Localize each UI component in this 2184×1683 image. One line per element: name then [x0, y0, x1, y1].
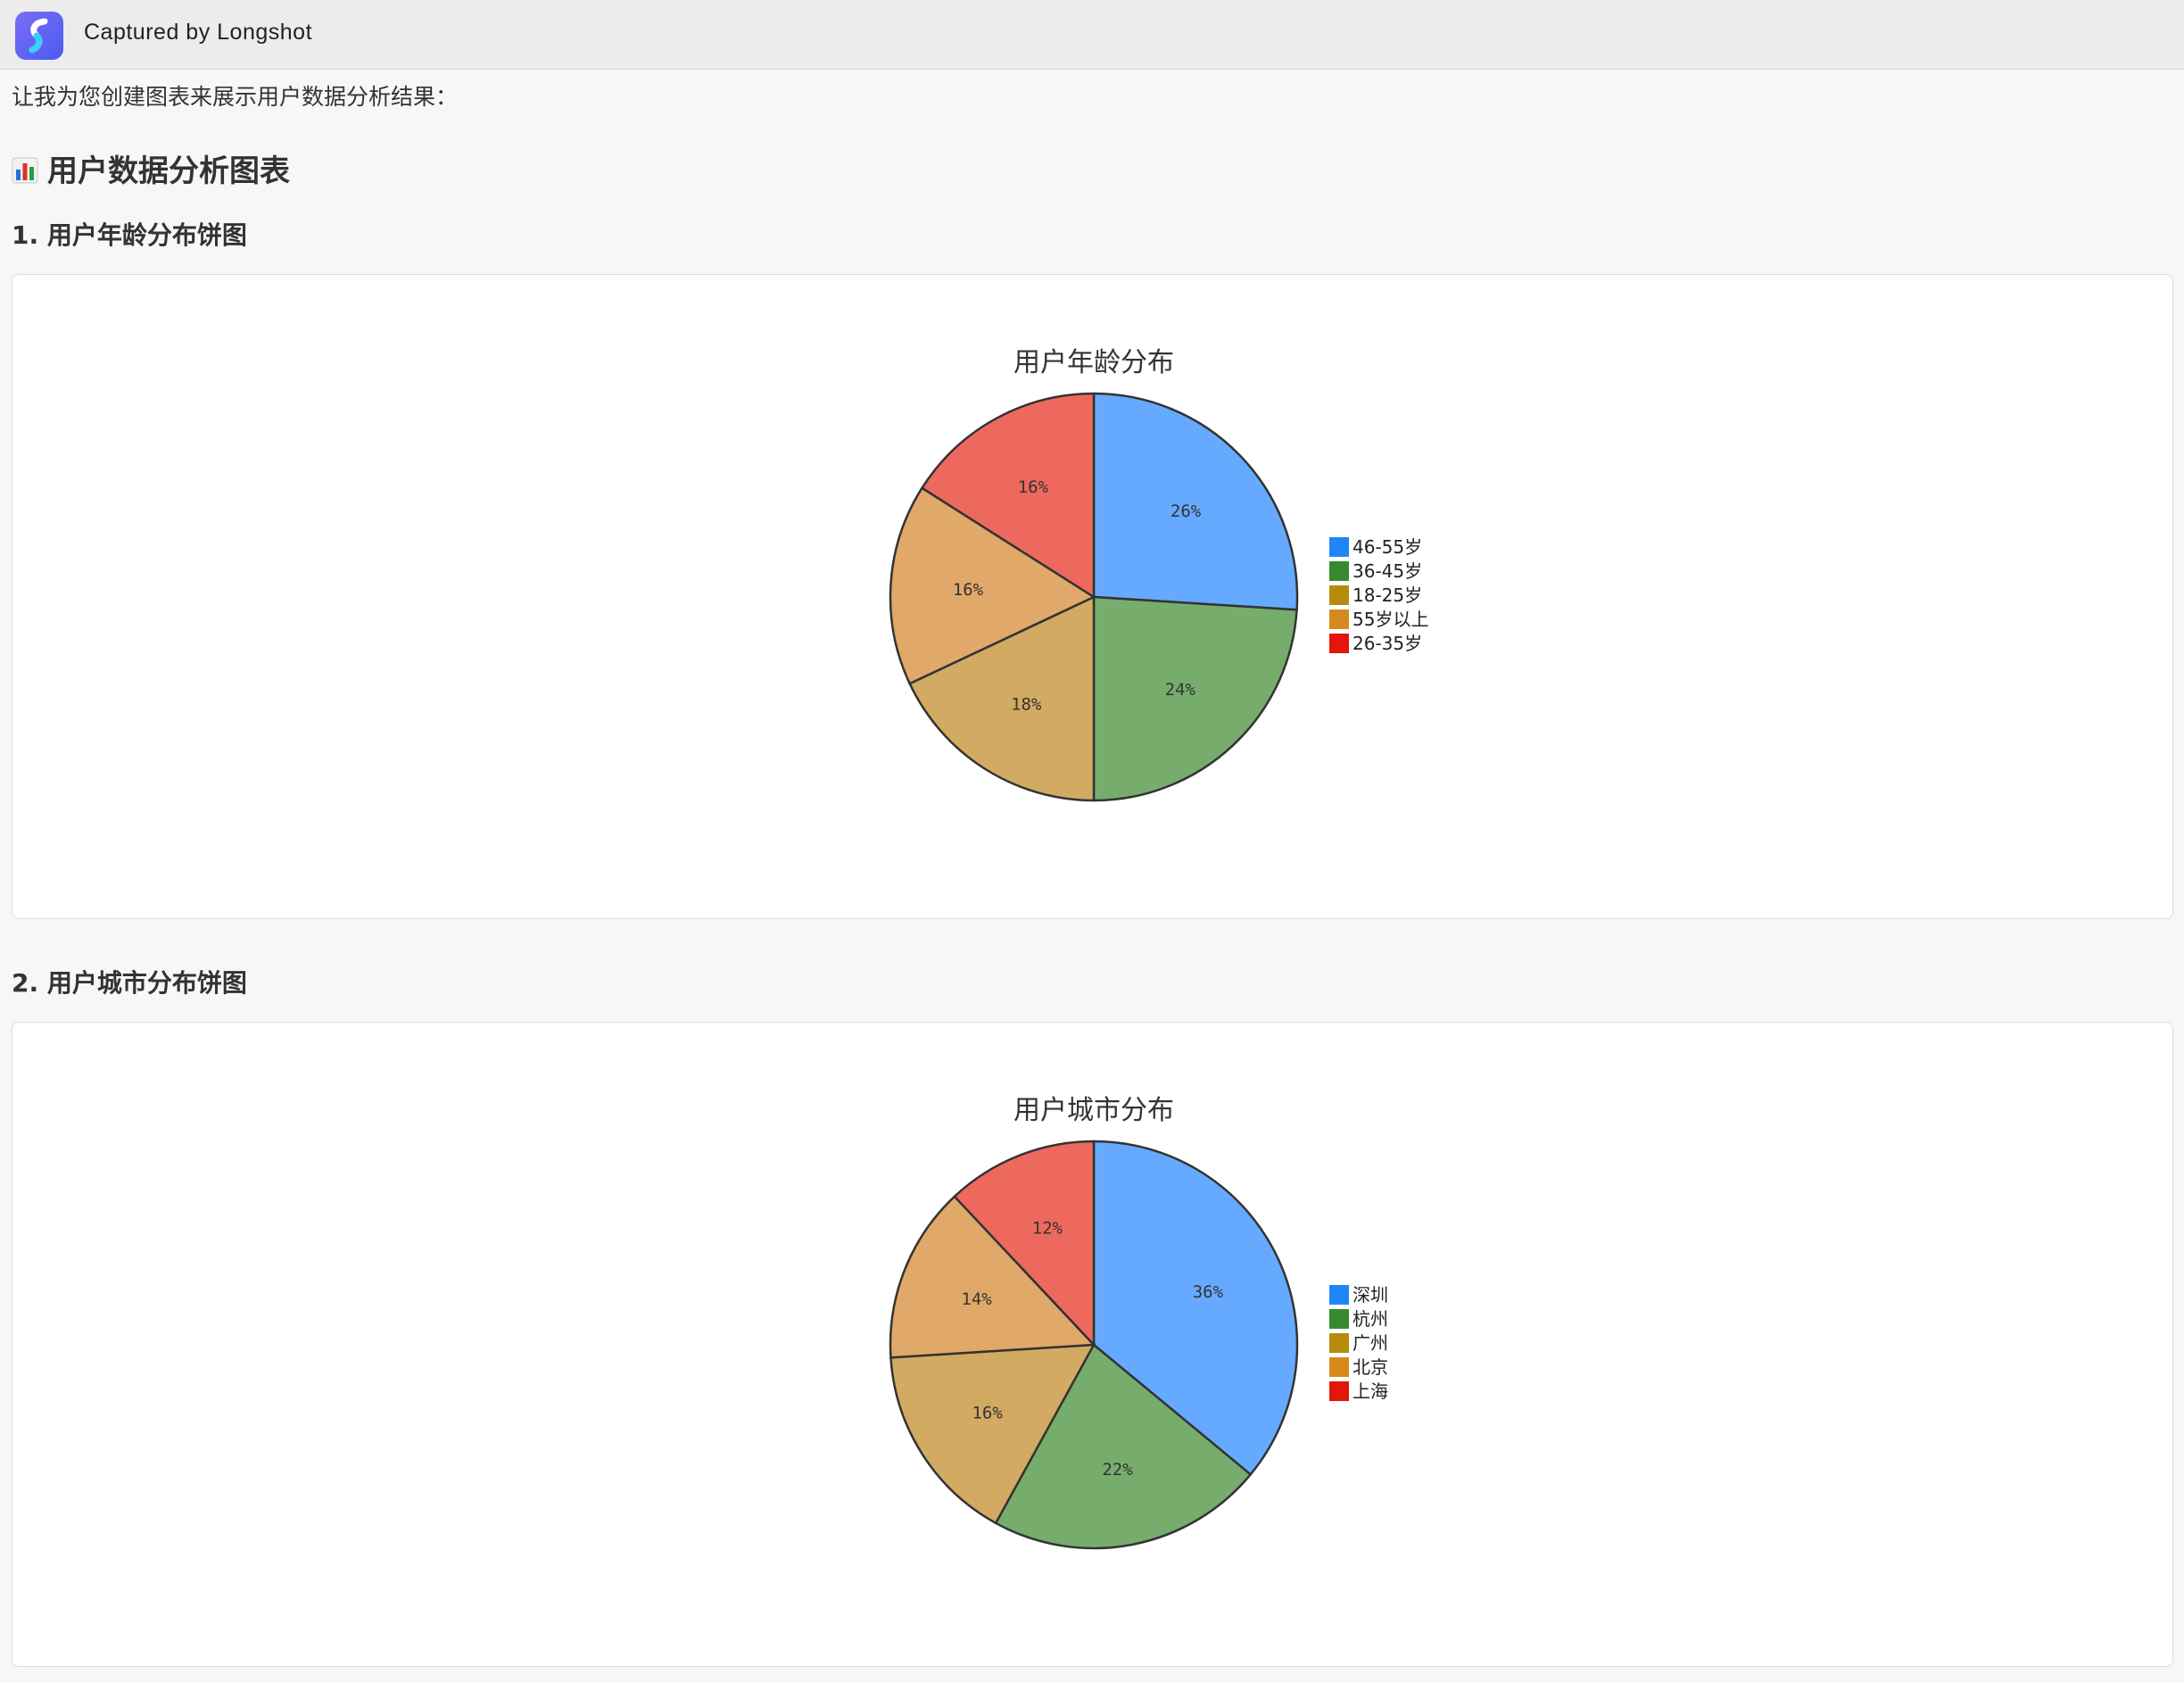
- pie-slice-1: [1092, 1140, 1299, 1477]
- slice-label: 36%: [1193, 1282, 1224, 1302]
- legend-label: 55岁以上: [1353, 609, 1428, 630]
- longshot-app-icon: [15, 12, 63, 60]
- legend-swatch: [1329, 634, 1349, 653]
- page-heading: 用户数据分析图表: [12, 146, 290, 190]
- slice-label: 12%: [1032, 1219, 1063, 1239]
- pie-slice-5: [953, 1140, 1096, 1348]
- legend-swatch: [1329, 609, 1349, 629]
- legend-label: 26-35岁: [1353, 633, 1422, 654]
- window-title: Captured by Longshot: [84, 20, 313, 45]
- slice-label: 26%: [1171, 502, 1202, 521]
- legend-label: 46-55岁: [1353, 536, 1422, 558]
- chart-title: 用户年龄分布: [1013, 347, 1174, 378]
- legend-label: 上海: [1353, 1380, 1388, 1402]
- slice-label: 16%: [953, 580, 984, 600]
- legend-label: 深圳: [1353, 1284, 1388, 1306]
- pie-slice-4: [889, 1195, 1096, 1359]
- legend-swatch: [1329, 1309, 1349, 1329]
- legend-swatch: [1329, 1333, 1349, 1353]
- pie-slice-1: [1092, 392, 1299, 611]
- legend-label: 北京: [1353, 1356, 1388, 1378]
- intro-text: 让我为您创建图表来展示用户数据分析结果：: [12, 84, 459, 110]
- legend-label: 36-45岁: [1353, 560, 1422, 582]
- pie-slice-3: [889, 1343, 1096, 1525]
- legend-swatch: [1329, 1285, 1349, 1305]
- slice-label: 14%: [961, 1289, 992, 1309]
- chart-title: 用户城市分布: [1013, 1095, 1174, 1126]
- legend-swatch: [1329, 1357, 1349, 1377]
- slice-label: 18%: [1011, 694, 1042, 714]
- slice-label: 24%: [1165, 680, 1196, 700]
- slice-label: 22%: [1102, 1460, 1133, 1480]
- pie-slice-2: [1092, 595, 1298, 802]
- legend-label: 广州: [1353, 1332, 1388, 1354]
- legend-swatch: [1329, 585, 1349, 605]
- legend-swatch: [1329, 561, 1349, 581]
- pie-slice-4: [889, 486, 1096, 685]
- bar-chart-icon: [12, 156, 38, 183]
- section-title-city: 2. 用户城市分布饼图: [12, 968, 247, 998]
- pie-slice-2: [994, 1343, 1253, 1550]
- legend-swatch: [1329, 1381, 1349, 1401]
- title-bar: Captured by Longshot: [0, 0, 2184, 70]
- legend-swatch: [1329, 537, 1349, 557]
- slice-label: 16%: [972, 1404, 1003, 1423]
- pie-slice-5: [920, 392, 1096, 600]
- pie-slice-3: [908, 595, 1096, 802]
- chart-card-age: 用户年龄分布 26% 24% 18% 16% 16% 46-55岁 36-45岁 18-25岁 5…: [12, 274, 2173, 919]
- chart-card-city: 用户城市分布 36% 22% 16% 14% 12% 深圳 杭州 广州 北京 上海: [12, 1022, 2173, 1667]
- legend-label: 18-25岁: [1353, 584, 1422, 606]
- section-title-age: 1. 用户年龄分布饼图: [12, 220, 247, 250]
- legend-label: 杭州: [1353, 1308, 1388, 1330]
- slice-label: 16%: [1018, 477, 1049, 497]
- page-heading-text: 用户数据分析图表: [47, 153, 290, 189]
